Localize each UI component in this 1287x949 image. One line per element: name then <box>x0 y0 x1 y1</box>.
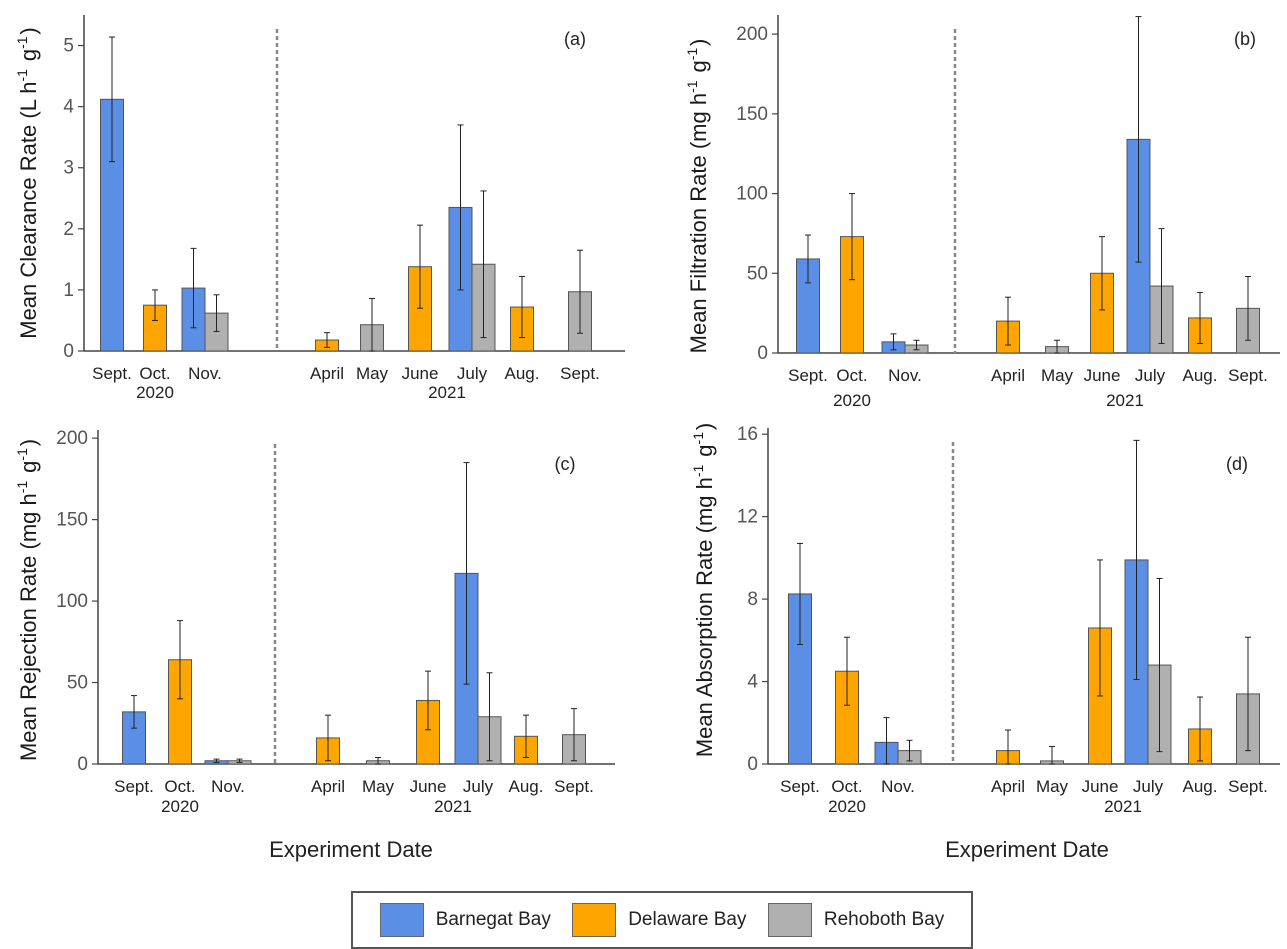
x-tick-label-sept: Sept. <box>114 777 154 796</box>
x-tick-label-june: June <box>410 777 447 796</box>
y-tick-label: 5 <box>63 36 74 57</box>
year-label-2020: 2020 <box>136 383 174 402</box>
y-tick-label: 12 <box>737 507 758 528</box>
x-tick-label-sept: Sept. <box>554 777 594 796</box>
y-tick-label: 0 <box>63 341 74 362</box>
y-tick-label: 2 <box>63 219 74 240</box>
year-label-2020: 2020 <box>833 391 871 410</box>
y-tick-label: 8 <box>747 589 758 610</box>
y-tick-label: 200 <box>736 24 768 45</box>
x-tick-label-july: July <box>1135 366 1166 385</box>
x-tick-label-sept: Sept. <box>1228 366 1268 385</box>
x-tick-label-oct: Oct. <box>831 777 862 796</box>
legend-item-barnegat: Barnegat Bay <box>379 903 551 937</box>
x-tick-label-nov: Nov. <box>188 364 222 383</box>
panel-a: 0 1 2 3 4 5 Mean Clearance Rate (L h-1 g-1 ) (a… <box>14 15 625 402</box>
panel-label: (a) <box>564 29 586 49</box>
x-tick-label-july: July <box>1133 777 1164 796</box>
x-tick-label-may: May <box>1036 777 1069 796</box>
y-tick-label: 3 <box>63 158 74 179</box>
x-tick-label-june: June <box>1082 777 1119 796</box>
y-axis-label: Mean Absorption Rate (mg h-1 g-1 ) <box>690 423 717 757</box>
x-tick-label-june: June <box>402 364 439 383</box>
legend-label-delaware: Delaware Bay <box>628 909 747 930</box>
year-label-2021: 2021 <box>1104 797 1142 816</box>
x-tick-label-july: July <box>463 777 494 796</box>
x-tick-label-nov: Nov. <box>888 366 922 385</box>
panel-b: 0 50 100 150 200 Mean Filtration Rate (mg h-1… <box>684 15 1280 410</box>
x-tick-label-nov: Nov. <box>881 777 915 796</box>
legend-swatch-rehoboth <box>767 903 812 937</box>
x-tick-label-aug: Aug. <box>1183 777 1218 796</box>
x-tick-label-sept: Sept. <box>92 364 132 383</box>
y-tick-label: 100 <box>56 591 88 612</box>
x-tick-label-oct: Oct. <box>836 366 867 385</box>
panel-d: 0 4 8 12 16 Mean Absorption Rate (mg h-1 g-1 … <box>690 423 1280 816</box>
x-tick-label-oct: Oct. <box>164 777 195 796</box>
y-tick-label: 150 <box>736 104 768 125</box>
legend-item-rehoboth: Rehoboth Bay <box>767 903 945 937</box>
x-tick-label-nov: Nov. <box>211 777 245 796</box>
y-tick-label: 100 <box>736 184 768 205</box>
y-axis-label: Mean Rejection Rate (mg h-1 g-1 ) <box>14 439 41 761</box>
legend: Barnegat Bay Delaware Bay Rehoboth Bay <box>351 891 973 949</box>
y-tick-label: 1 <box>63 280 74 301</box>
x-tick-label-aug: Aug. <box>505 364 540 383</box>
y-tick-label: 0 <box>757 343 768 364</box>
x-tick-label-may: May <box>356 364 389 383</box>
x-tick-label-sept: Sept. <box>788 366 828 385</box>
y-tick-label: 4 <box>63 97 74 118</box>
legend-label-barnegat: Barnegat Bay <box>435 909 551 930</box>
x-tick-label-may: May <box>362 777 395 796</box>
x-tick-label-june: June <box>1084 366 1121 385</box>
y-tick-label: 200 <box>56 428 88 449</box>
y-tick-label: 50 <box>67 673 88 694</box>
y-axis-label: Mean Clearance Rate (L h-1 g-1 ) <box>14 27 41 339</box>
panel-label: (d) <box>1226 454 1248 474</box>
x-axis-label-left: Experiment Date <box>269 837 433 862</box>
y-tick-label: 0 <box>77 754 88 775</box>
legend-item-delaware: Delaware Bay <box>572 903 746 937</box>
panel-label: (b) <box>1234 29 1256 49</box>
y-tick-label: 150 <box>56 510 88 531</box>
x-tick-label-april: April <box>310 364 344 383</box>
y-tick-label: 50 <box>747 263 768 284</box>
x-axis-label-right: Experiment Date <box>945 837 1109 862</box>
x-tick-label-april: April <box>991 366 1025 385</box>
panel-c: 0 50 100 150 200 Mean Rejection Rate (mg h-1 … <box>14 428 615 816</box>
x-tick-label-aug: Aug. <box>1183 366 1218 385</box>
x-tick-label-april: April <box>311 777 345 796</box>
legend-swatch-delaware <box>572 903 617 937</box>
x-tick-label-sept: Sept. <box>1228 777 1268 796</box>
year-label-2020: 2020 <box>828 797 866 816</box>
x-tick-label-oct: Oct. <box>139 364 170 383</box>
x-tick-label-april: April <box>991 777 1025 796</box>
y-tick-label: 16 <box>737 424 758 445</box>
year-label-2021: 2021 <box>1106 391 1144 410</box>
y-axis-label: Mean Filtration Rate (mg h-1 g-1 ) <box>684 39 711 354</box>
x-tick-label-may: May <box>1041 366 1074 385</box>
x-tick-label-sept: Sept. <box>560 364 600 383</box>
x-tick-label-aug: Aug. <box>509 777 544 796</box>
x-tick-label-sept: Sept. <box>780 777 820 796</box>
y-tick-label: 4 <box>747 672 758 693</box>
panel-label: (c) <box>555 454 576 474</box>
year-label-2020: 2020 <box>161 797 199 816</box>
year-label-2021: 2021 <box>428 383 466 402</box>
legend-swatch-barnegat <box>379 903 424 937</box>
x-tick-label-july: July <box>457 364 488 383</box>
legend-label-rehoboth: Rehoboth Bay <box>823 909 945 930</box>
year-label-2021: 2021 <box>434 797 472 816</box>
y-tick-label: 0 <box>747 754 758 775</box>
